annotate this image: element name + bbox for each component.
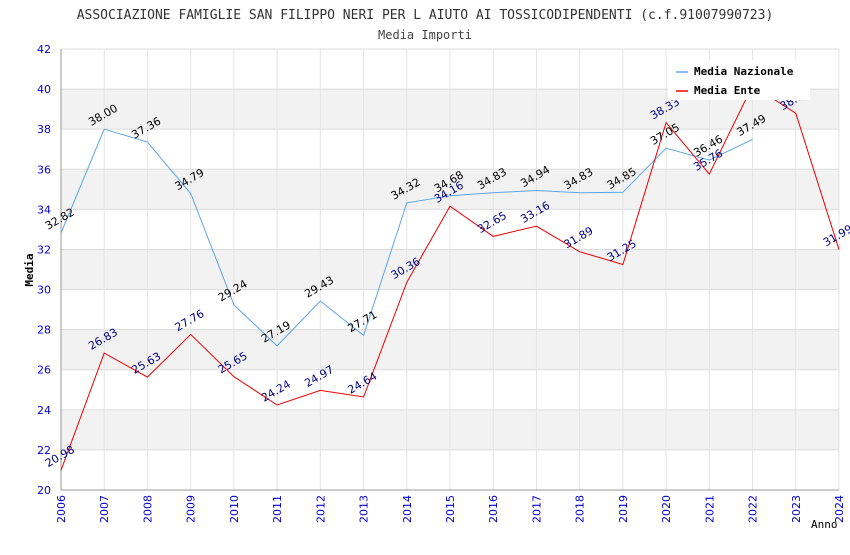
y-tick-label: 30 <box>37 284 51 297</box>
x-tick-label: 2009 <box>185 495 198 523</box>
y-tick-label: 40 <box>37 83 51 96</box>
y-tick-label: 32 <box>37 243 51 256</box>
y-tick-label: 26 <box>37 364 51 377</box>
x-tick-label: 2022 <box>747 495 760 523</box>
x-tick-label: 2006 <box>55 495 68 523</box>
x-tick-label: 2011 <box>271 495 284 523</box>
x-tick-label: 2012 <box>314 495 327 523</box>
legend-label-nazionale: Media Nazionale <box>694 65 794 78</box>
y-tick-label: 28 <box>37 324 51 337</box>
series-line-nazionale <box>60 128 753 347</box>
x-tick-label: 2016 <box>487 495 500 523</box>
y-tick-label: 20 <box>37 484 51 497</box>
x-tick-label: 2021 <box>703 495 716 523</box>
x-tick-label: 2010 <box>228 495 241 523</box>
chart-subtitle: Media Importi <box>378 28 472 42</box>
axes <box>60 49 839 491</box>
x-tick-label: 2007 <box>98 495 111 523</box>
x-tick-label: 2023 <box>790 495 803 523</box>
series-lines <box>60 84 840 471</box>
y-axis-label: Media <box>23 253 36 286</box>
x-tick-label: 2014 <box>401 495 414 523</box>
y-tick-label: 38 <box>37 123 51 136</box>
chart-title: ASSOCIAZIONE FAMIGLIE SAN FILIPPO NERI P… <box>77 8 774 23</box>
x-tick-label: 2013 <box>358 495 371 523</box>
y-tick-label: 42 <box>37 43 51 56</box>
x-tick-labels: 2006 2007 2008 2009 2010 2011 2012 2013 2014 2015… <box>55 495 846 523</box>
y-tick-label: 22 <box>37 444 51 457</box>
legend: Media Nazionale Media Ente <box>668 60 810 100</box>
x-tick-label: 2019 <box>617 495 630 523</box>
y-tick-labels: 20 22 24 26 28 30 32 34 36 38 40 42 <box>37 43 51 497</box>
x-axis-label: Anno <box>811 518 838 531</box>
y-tick-label: 36 <box>37 163 51 176</box>
x-tick-label: 2020 <box>660 495 673 523</box>
x-tick-label: 2024 <box>833 495 846 523</box>
x-tick-label: 2017 <box>530 495 543 523</box>
y-tick-label: 34 <box>37 203 51 216</box>
x-tick-label: 2008 <box>141 495 154 523</box>
series-line-ente <box>60 84 840 471</box>
x-tick-label: 2018 <box>574 495 587 523</box>
x-tick-label: 2015 <box>444 495 457 523</box>
y-tick-label: 24 <box>37 404 51 417</box>
legend-label-ente: Media Ente <box>694 84 761 97</box>
legend-box <box>668 60 810 100</box>
